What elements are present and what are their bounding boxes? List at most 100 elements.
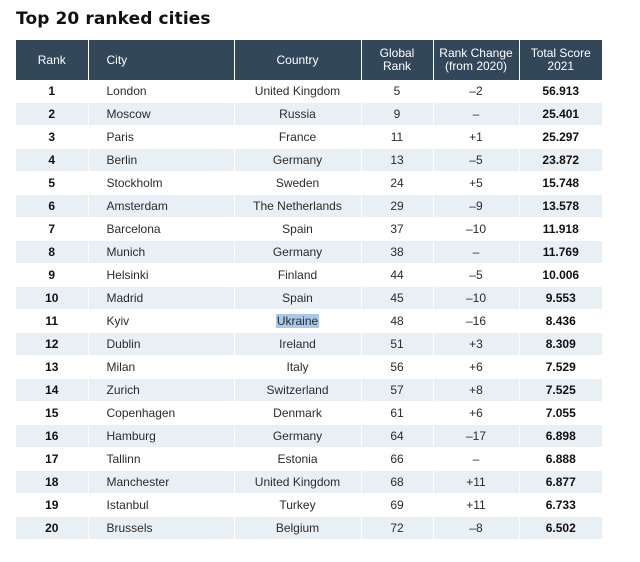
cell-country-text: Turkey	[279, 498, 316, 512]
cell-rank-change: –	[433, 447, 520, 471]
cell-country: United Kingdom	[234, 470, 362, 494]
cell-country: The Netherlands	[234, 194, 362, 218]
table-row: 3 Paris France 11 +1 25.297	[16, 125, 602, 149]
cell-rank: 17	[16, 447, 89, 471]
cell-rank: 3	[16, 125, 89, 149]
cell-total-score: 11.918	[519, 217, 602, 241]
cell-city: Milan	[88, 355, 235, 379]
column-header-rank-change: Rank Change (from 2020)	[433, 40, 520, 80]
cell-country: Ukraine	[234, 309, 362, 333]
table-row: 19 Istanbul Turkey 69 +11 6.733	[16, 493, 602, 517]
cell-country-text: Italy	[286, 360, 309, 374]
cell-rank-change: –17	[433, 424, 520, 448]
cell-country-text: Sweden	[275, 176, 320, 190]
cell-country-text: Germany	[272, 429, 323, 443]
cell-rank: 7	[16, 217, 89, 241]
table-row: 13 Milan Italy 56 +6 7.529	[16, 355, 602, 379]
cell-global-rank: 57	[361, 378, 434, 402]
table-row: 4 Berlin Germany 13 –5 23.872	[16, 148, 602, 172]
cell-city: Helsinki	[88, 263, 235, 287]
cell-global-rank: 9	[361, 102, 434, 126]
cell-global-rank: 68	[361, 470, 434, 494]
cell-country-text: France	[278, 130, 317, 144]
cell-rank-change: –	[433, 102, 520, 126]
column-header-country: Country	[234, 40, 362, 80]
table-row: 15 Copenhagen Denmark 61 +6 7.055	[16, 401, 602, 425]
cell-total-score: 6.877	[519, 470, 602, 494]
cell-country: Spain	[234, 286, 362, 310]
cell-total-score: 6.898	[519, 424, 602, 448]
cell-country: Russia	[234, 102, 362, 126]
cell-city: Copenhagen	[88, 401, 235, 425]
cell-rank-change: +11	[433, 470, 520, 494]
cell-total-score: 10.006	[519, 263, 602, 287]
cell-country-text: Finland	[277, 268, 318, 282]
cell-global-rank: 45	[361, 286, 434, 310]
cell-city: Tallinn	[88, 447, 235, 471]
cell-global-rank: 11	[361, 125, 434, 149]
table-row: 11 Kyiv Ukraine 48 –16 8.436	[16, 309, 602, 333]
cell-country: Germany	[234, 424, 362, 448]
cell-rank: 11	[16, 309, 89, 333]
column-header-rank: Rank	[16, 40, 89, 80]
cell-global-rank: 61	[361, 401, 434, 425]
cell-rank: 16	[16, 424, 89, 448]
cell-rank-change: –10	[433, 286, 520, 310]
cell-country-text: Estonia	[277, 452, 318, 466]
table-row: 9 Helsinki Finland 44 –5 10.006	[16, 263, 602, 287]
cell-country-text: Russia	[279, 107, 316, 121]
cell-total-score: 6.888	[519, 447, 602, 471]
cell-country-text: Germany	[272, 153, 323, 167]
column-header-global-rank-line1: Global	[379, 46, 415, 60]
cell-total-score: 7.529	[519, 355, 602, 379]
cell-country: Switzerland	[234, 378, 362, 402]
column-header-rank-label: Rank	[37, 52, 66, 67]
table-row: 6 Amsterdam The Netherlands 29 –9 13.578	[16, 194, 602, 218]
cell-total-score: 6.733	[519, 493, 602, 517]
cell-rank-change: –5	[433, 263, 520, 287]
cell-rank-change: +3	[433, 332, 520, 356]
cell-rank: 5	[16, 171, 89, 195]
cell-rank-change: –9	[433, 194, 520, 218]
table-row: 20 Brussels Belgium 72 –8 6.502	[16, 516, 602, 540]
cell-country-text: Ireland	[279, 337, 316, 351]
cell-country-text-selected: Ukraine	[275, 314, 320, 328]
cell-total-score: 23.872	[519, 148, 602, 172]
cell-total-score: 15.748	[519, 171, 602, 195]
cell-global-rank: 69	[361, 493, 434, 517]
column-header-total-score-line2: 2021	[547, 59, 575, 73]
column-header-city-label: City	[106, 52, 128, 67]
cell-city: Madrid	[88, 286, 235, 310]
cell-country: Denmark	[234, 401, 362, 425]
table-row: 5 Stockholm Sweden 24 +5 15.748	[16, 171, 602, 195]
cell-country-text: Switzerland	[266, 383, 329, 397]
ranking-table: Rank City Country Global Rank Rank Chang…	[16, 40, 602, 540]
cell-rank: 18	[16, 470, 89, 494]
cell-rank: 1	[16, 80, 89, 103]
cell-country-text: United Kingdom	[254, 84, 341, 98]
column-header-global-rank: Global Rank	[361, 40, 434, 80]
cell-rank: 6	[16, 194, 89, 218]
column-header-total-score: Total Score 2021	[519, 40, 602, 80]
cell-global-rank: 66	[361, 447, 434, 471]
cell-city: Manchester	[88, 470, 235, 494]
cell-country-text: Spain	[282, 291, 313, 305]
cell-rank-change: +6	[433, 401, 520, 425]
cell-global-rank: 48	[361, 309, 434, 333]
cell-city: Amsterdam	[88, 194, 235, 218]
column-header-total-score-line1: Total Score	[530, 46, 591, 60]
cell-city: Paris	[88, 125, 235, 149]
cell-rank-change: –5	[433, 148, 520, 172]
cell-rank-change: +8	[433, 378, 520, 402]
cell-rank: 19	[16, 493, 89, 517]
cell-global-rank: 38	[361, 240, 434, 264]
cell-rank: 8	[16, 240, 89, 264]
cell-city: Berlin	[88, 148, 235, 172]
cell-rank-change: –16	[433, 309, 520, 333]
table-row: 10 Madrid Spain 45 –10 9.553	[16, 286, 602, 310]
cell-global-rank: 64	[361, 424, 434, 448]
cell-rank-change: –2	[433, 80, 520, 103]
cell-city: Istanbul	[88, 493, 235, 517]
cell-rank: 14	[16, 378, 89, 402]
cell-city: Hamburg	[88, 424, 235, 448]
